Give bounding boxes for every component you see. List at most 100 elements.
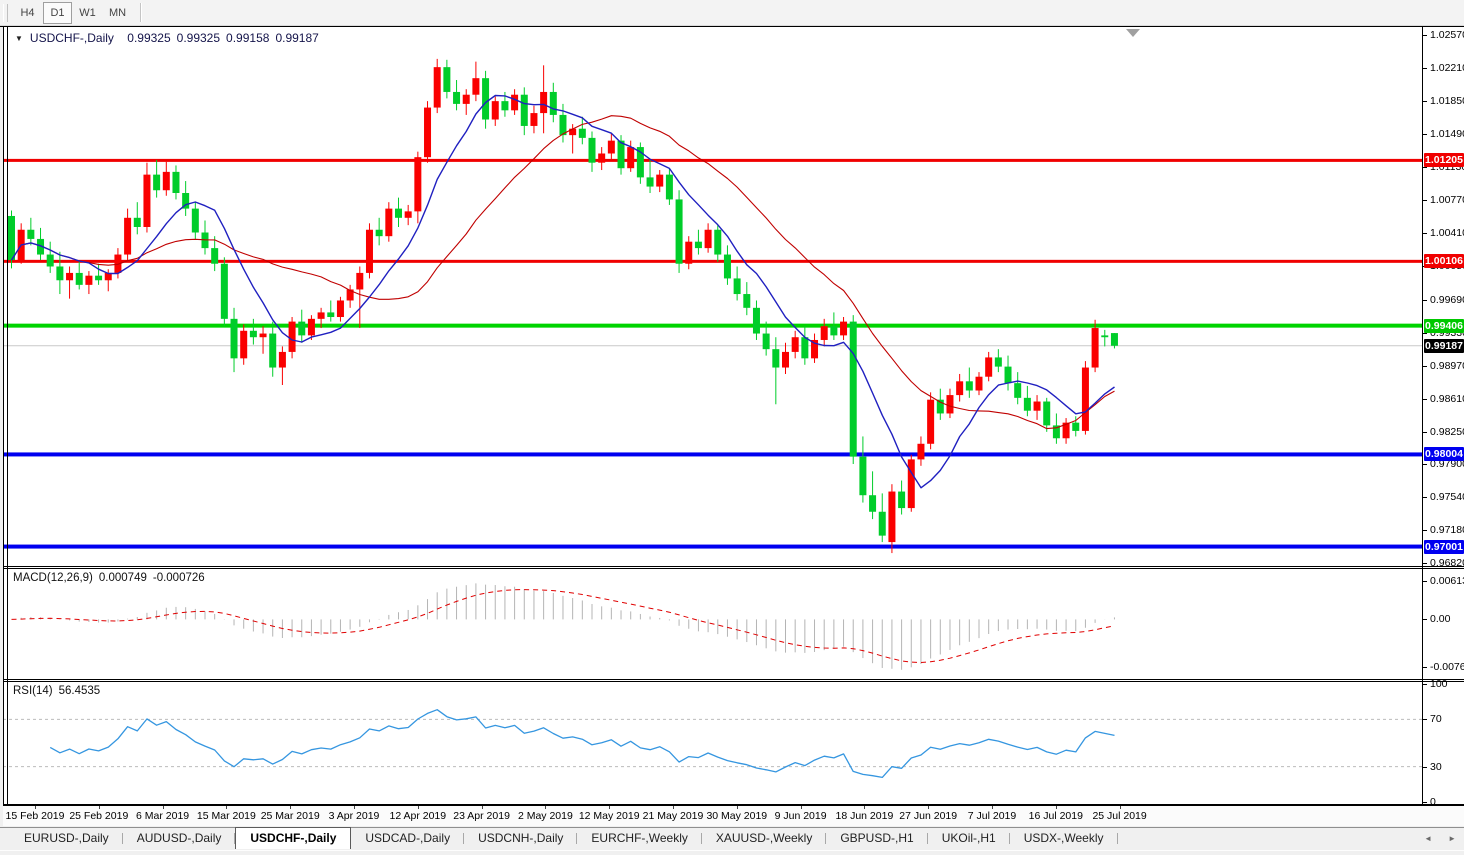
candle	[1072, 416, 1080, 437]
time-tick	[417, 806, 419, 809]
timeframe-button-mn[interactable]: MN	[103, 1, 132, 24]
price-tick-label: 1.01850	[1422, 95, 1464, 107]
candle	[143, 162, 151, 233]
chart-tab-usdchf-daily[interactable]: USDCHF-,Daily	[235, 827, 352, 849]
time-tick	[35, 806, 36, 809]
date-label: 16 Jul 2019	[1028, 810, 1083, 822]
candle	[220, 257, 228, 327]
tab-scroll-left-icon[interactable]: ◄	[1424, 834, 1433, 843]
candle	[17, 223, 25, 264]
candle	[240, 324, 248, 365]
price-scale[interactable]: 1.025701.022101.018501.014901.011301.007…	[1421, 26, 1464, 808]
candle	[162, 161, 170, 196]
ma-fast-line	[10, 94, 1115, 489]
candle	[936, 388, 944, 420]
chart-tab-xauusd-weekly[interactable]: XAUUSD-,Weekly	[702, 828, 827, 849]
price-tick-label: 1.02210	[1422, 62, 1464, 74]
chart-collapse-icon[interactable]: ▼	[15, 34, 23, 43]
time-tick	[290, 806, 292, 809]
macd-panel[interactable]	[3, 569, 1422, 678]
chart-tab-eurusd-daily[interactable]: EURUSD-,Daily	[10, 828, 123, 849]
candle	[636, 142, 644, 184]
hline-0.97001[interactable]	[3, 544, 1422, 549]
candle	[743, 282, 751, 316]
candle	[453, 80, 461, 111]
candle	[511, 89, 519, 115]
tab-scroll-right-icon[interactable]: ►	[1448, 834, 1456, 843]
candle	[1014, 372, 1022, 405]
candle	[578, 116, 586, 145]
candle	[540, 65, 548, 134]
hline-1.01205[interactable]	[3, 158, 1422, 162]
candle	[365, 223, 373, 279]
candle	[395, 197, 402, 227]
hline-0.98004[interactable]	[3, 452, 1422, 457]
candle	[685, 236, 693, 270]
candle	[124, 208, 132, 261]
toolbar-grip[interactable]	[3, 3, 8, 22]
candle	[443, 59, 451, 99]
price-tick-label: 1.00770	[1422, 194, 1464, 206]
time-tick	[736, 806, 738, 809]
rsi-label: RSI(14) 56.4535	[13, 685, 100, 697]
candle	[1110, 333, 1118, 349]
time-scale[interactable]: 15 Feb 2019 25 Feb 2019 6 Mar 2019 15 Mar 2…	[3, 806, 1464, 826]
candle	[917, 436, 925, 466]
date-label: 21 May 2019	[642, 810, 704, 822]
date-label: 25 Mar 2019	[260, 810, 320, 822]
time-tick	[226, 806, 228, 809]
chart-tab-usdx-weekly[interactable]: USDX-,Weekly	[1010, 828, 1118, 849]
chart-tab-ukoil-h1[interactable]: UKOil-,H1	[928, 828, 1010, 849]
candle	[211, 236, 219, 272]
candle	[782, 342, 789, 374]
candle	[975, 372, 983, 396]
chart-tab-usdcnh-daily[interactable]: USDCNH-,Daily	[464, 828, 578, 849]
hline-1.00106[interactable]	[3, 259, 1422, 263]
candle	[588, 131, 596, 172]
chart-tab-eurchf-weekly[interactable]: EURCHF-,Weekly	[577, 828, 703, 849]
chart-shift-marker-icon[interactable]	[1126, 29, 1140, 37]
candle	[617, 135, 625, 175]
candle	[336, 296, 344, 322]
candle	[8, 210, 15, 269]
candle	[801, 326, 809, 365]
rsi-tick-label: 70	[1422, 713, 1442, 726]
main-chart-panel[interactable]	[3, 27, 1422, 565]
chart-tab-gbpusd-h1[interactable]: GBPUSD-,H1	[826, 828, 929, 849]
timeframe-button-h4[interactable]: H4	[13, 1, 42, 24]
hline-0.99406[interactable]	[3, 323, 1422, 328]
chart-tab-usdcad-daily[interactable]: USDCAD-,Daily	[351, 828, 464, 849]
candles	[8, 58, 1118, 554]
candle	[278, 346, 286, 385]
candle	[723, 245, 731, 285]
candle	[230, 307, 238, 373]
timeframe-button-w1[interactable]: W1	[73, 1, 102, 24]
candle	[269, 321, 277, 377]
rsi-value: 56.4535	[58, 685, 101, 697]
macd-histogram	[20, 583, 1115, 670]
candle	[259, 326, 267, 354]
candle	[414, 151, 422, 224]
candle	[472, 61, 480, 102]
candle	[791, 330, 799, 359]
macd-tick-label: 0.00613	[1422, 575, 1464, 587]
timeframe-button-d1[interactable]: D1	[43, 1, 72, 24]
time-tick	[98, 806, 100, 809]
candle	[346, 284, 354, 308]
price-badge-0.99187: 0.99187	[1424, 338, 1464, 353]
candle	[75, 261, 83, 290]
candle	[172, 165, 180, 200]
border-line	[3, 804, 1464, 806]
border-line	[7, 27, 8, 804]
rsi-panel[interactable]	[3, 682, 1422, 803]
border-line	[3, 26, 4, 806]
timeframe-buttons: H4 D1 W1 MN	[13, 1, 132, 24]
candle	[607, 133, 615, 160]
candle	[424, 101, 432, 163]
ma-slow-line	[11, 115, 1115, 430]
chart-tab-audusd-daily[interactable]: AUDUSD-,Daily	[123, 828, 236, 849]
